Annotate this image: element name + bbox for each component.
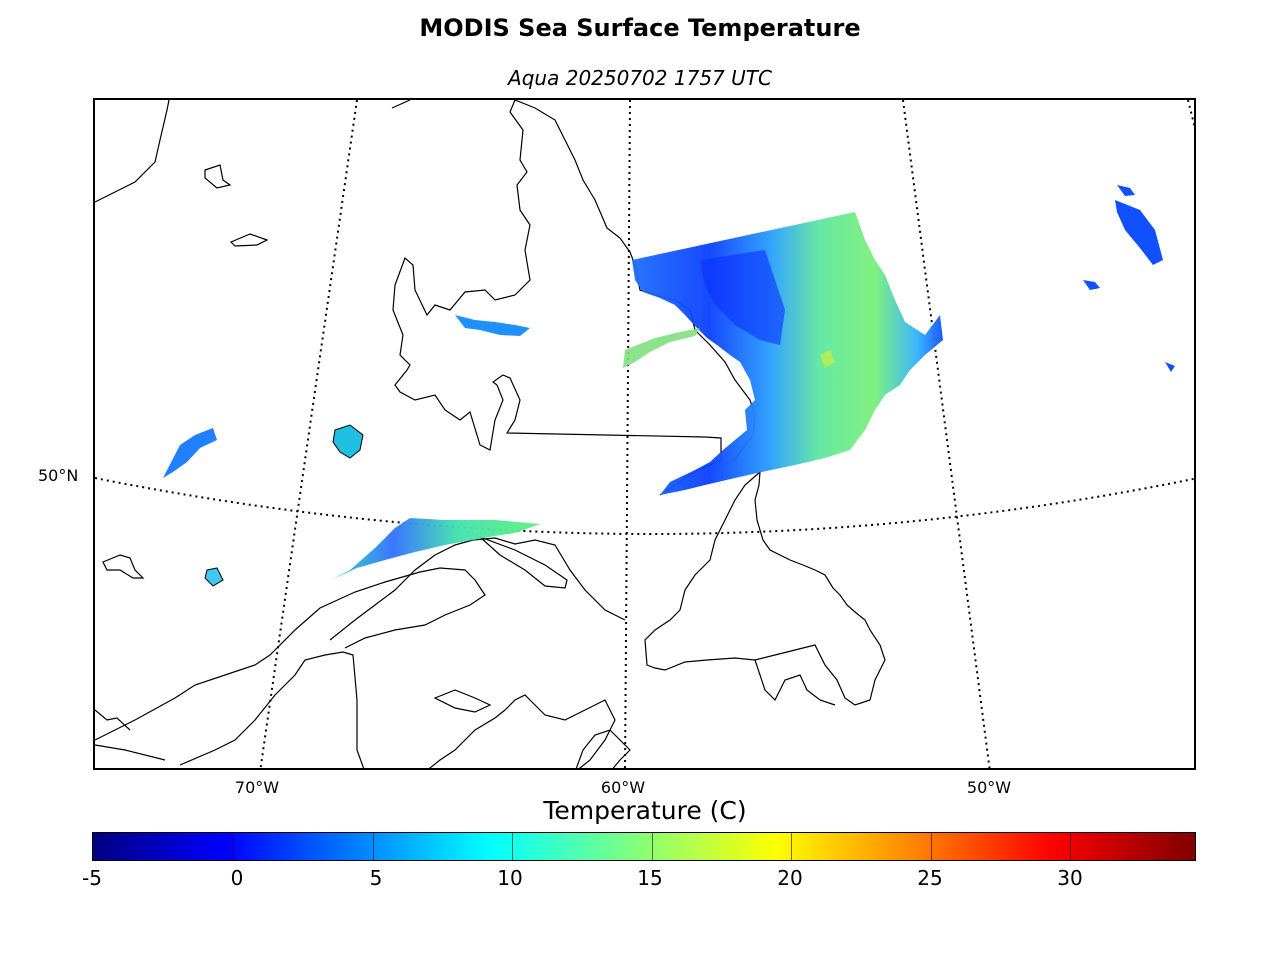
colorbar-ticklabel: 25 (917, 866, 943, 890)
colorbar-ticklabel: -5 (82, 866, 102, 890)
meridian-70w (259, 100, 358, 768)
colorbar-ticklabel: 5 (369, 866, 383, 890)
sw-coast (95, 709, 131, 731)
lat-label-50n: 50°N (38, 466, 79, 485)
colorbar-tick-10 (512, 833, 513, 860)
sst-far-east-4 (1165, 362, 1175, 372)
newfoundland (644, 470, 886, 706)
labrador-north (514, 100, 636, 266)
sst-lake-2 (332, 424, 364, 459)
lon-label-60w: 60°W (600, 778, 646, 797)
chart-subtitle: Aqua 20250702 1757 UTC (508, 66, 772, 90)
newfoundland-south (754, 659, 836, 706)
sst-coldband (700, 250, 785, 345)
hudson-coast (95, 100, 170, 203)
labrador-coast (391, 100, 722, 496)
colorbar-label: Temperature (C) (543, 796, 747, 825)
colorbar-tick-5 (373, 833, 374, 860)
lon-label-70w: 70°W (234, 778, 280, 797)
map-svg (95, 100, 1194, 768)
meridian-50w (902, 100, 991, 768)
new-brunswick (95, 651, 365, 768)
sst-labrador-strip (623, 328, 700, 368)
colorbar-ticklabel: 0 (230, 866, 244, 890)
island-small (229, 233, 269, 247)
sst-far-east-3 (1083, 280, 1100, 290)
colorbar-tick-0 (233, 833, 234, 860)
colorbar (92, 832, 1196, 861)
sw-islands (102, 554, 145, 579)
colorbar-tick-30 (1070, 833, 1071, 860)
colorbar-ticklabel: 10 (497, 866, 523, 890)
nova-scotia (429, 694, 616, 768)
sst-swath-main (632, 212, 943, 495)
colorbar-tick-25 (931, 833, 932, 860)
parallel-50n (95, 477, 1194, 535)
coastlines (95, 100, 886, 768)
sst-labrador-inlet (455, 315, 530, 336)
colorbar-tick-20 (791, 833, 792, 860)
colorbar-ticklabel: 20 (777, 866, 803, 890)
graticule (95, 100, 1194, 768)
sst-far-east-2 (1117, 185, 1135, 196)
meridian-45w (1187, 100, 1194, 129)
sst-data (163, 185, 1175, 587)
colorbar-tick-15 (652, 833, 653, 860)
map-panel (93, 98, 1196, 770)
colorbar-ticklabel: 15 (637, 866, 663, 890)
sst-far-east-1 (1115, 200, 1163, 265)
sst-warm-patch (820, 350, 835, 368)
gaspe (95, 567, 486, 741)
sst-gulf-strip (331, 518, 540, 580)
pei (433, 689, 492, 713)
cape-breton (575, 729, 631, 768)
sst-lake-3 (204, 567, 224, 587)
lon-label-50w: 50°W (966, 778, 1012, 797)
island-north (204, 164, 232, 189)
chart-title: MODIS Sea Surface Temperature (419, 14, 861, 42)
anticosti (479, 536, 568, 589)
colorbar-ticklabel: 30 (1057, 866, 1083, 890)
sst-lake-1 (163, 428, 217, 478)
